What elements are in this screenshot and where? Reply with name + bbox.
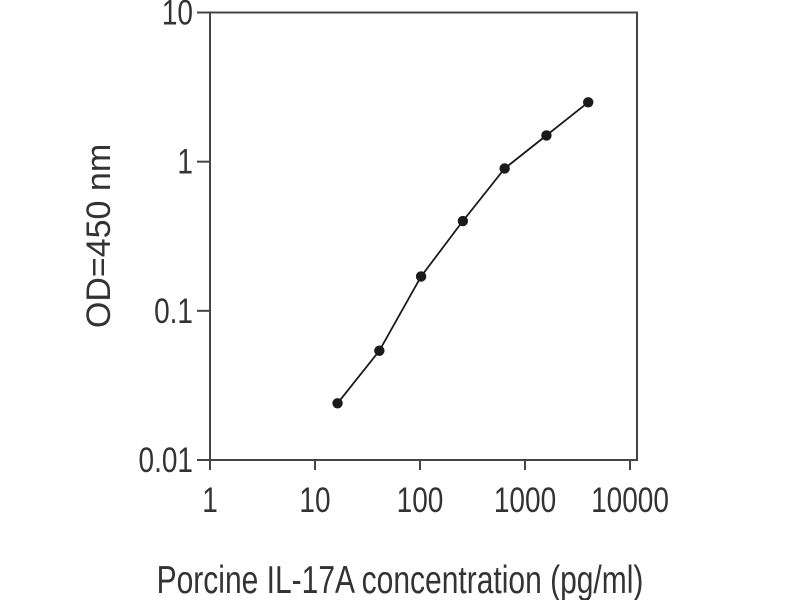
y-tick-label: 10 bbox=[162, 0, 193, 32]
data-point bbox=[415, 271, 427, 282]
y-axis-title: OD=450 nm bbox=[80, 144, 118, 328]
data-point bbox=[499, 163, 510, 174]
x-tick-label: 10 bbox=[299, 480, 330, 520]
x-tick-label: 1 bbox=[202, 480, 218, 520]
x-tick-label: 1000 bbox=[494, 480, 556, 520]
data-point bbox=[583, 97, 594, 108]
x-axis-title: Porcine IL-17A concentration (pg/ml) bbox=[157, 559, 644, 600]
data-point bbox=[457, 215, 469, 227]
data-point bbox=[541, 130, 552, 141]
x-tick-label: 10000 bbox=[591, 480, 669, 520]
y-tick-label: 0.01 bbox=[139, 440, 193, 480]
x-tick-label: 100 bbox=[397, 480, 444, 520]
curve-line bbox=[336, 101, 589, 404]
y-tick-label: 1 bbox=[177, 142, 193, 182]
plot-frame bbox=[209, 11, 638, 461]
data-point bbox=[374, 345, 385, 356]
data-point bbox=[332, 398, 343, 409]
y-tick-label: 0.1 bbox=[154, 291, 193, 331]
